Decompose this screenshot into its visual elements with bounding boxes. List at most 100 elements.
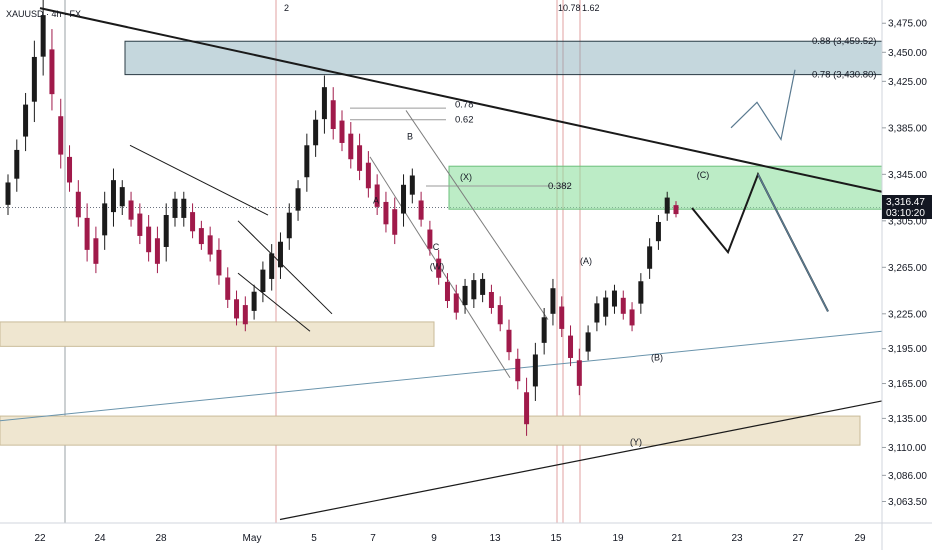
candle-up: [269, 253, 275, 279]
candle-down: [198, 228, 204, 245]
time-tick-label: 13: [489, 533, 501, 544]
fib-label: 0.62: [455, 115, 474, 126]
candle-down: [576, 360, 582, 386]
candle-down: [436, 258, 442, 278]
fib-label: 0.382: [548, 181, 572, 192]
candle-down: [49, 49, 55, 95]
big-downtrend-line: [39, 7, 883, 193]
channel-line-1: [237, 220, 333, 315]
price-tick-label: 3,475.00: [888, 19, 927, 30]
top-marker-label: 10.78: [558, 3, 581, 13]
candle-up: [532, 354, 538, 387]
candle-up: [647, 246, 653, 269]
candle-down: [93, 238, 99, 264]
small-trend-line-1: [129, 144, 269, 216]
annotations-layer: 2 10.78 1.62 A B C (W) (X) (A) (B) (C) (Y) 0.88 (3,4…: [284, 3, 876, 447]
candle-up: [23, 104, 29, 137]
wave-label: C: [433, 242, 440, 252]
candle-up: [541, 317, 547, 343]
candle-down: [515, 358, 521, 382]
time-tick-label: 27: [792, 533, 804, 544]
candle-down: [84, 217, 90, 250]
fib-zone: [124, 40, 883, 76]
candle-down: [374, 184, 380, 207]
fib-label: 0.78 (3,430.80): [812, 70, 876, 81]
bar-countdown: 03:10:20: [886, 208, 925, 219]
candle-down: [128, 200, 134, 220]
candle-up: [260, 269, 266, 293]
candle-down: [418, 200, 424, 220]
candle-down: [427, 229, 433, 249]
ascending-blue-line: [0, 330, 883, 422]
candle-up: [471, 280, 477, 300]
candle-down: [75, 191, 81, 218]
wave-label: (Y): [630, 437, 642, 447]
candle-up: [14, 149, 20, 179]
candle-up: [163, 215, 169, 247]
candle-down: [67, 156, 73, 183]
time-tick-label: 15: [550, 533, 562, 544]
candle-down: [137, 213, 143, 236]
projection-path-blue: [757, 173, 829, 312]
wave-label: A: [373, 195, 379, 205]
candle-up: [40, 15, 46, 57]
candle-up: [321, 87, 327, 120]
time-tick-label: 5: [311, 533, 317, 544]
price-tick-label: 3,265.00: [888, 263, 927, 274]
time-tick-label: 9: [431, 533, 437, 544]
time-tick-label: 24: [94, 533, 106, 544]
price-tick-label: 3,135.00: [888, 414, 927, 425]
price-tick-label: 3,195.00: [888, 344, 927, 355]
price-tick-label: 3,450.00: [888, 48, 927, 59]
top-marker-label: 2: [284, 3, 289, 13]
time-tick-label: 23: [731, 533, 743, 544]
tan-zone-upper: [0, 321, 435, 347]
candle-down: [506, 329, 512, 353]
candle-up: [611, 290, 617, 307]
candle-down: [339, 120, 345, 143]
candle-down: [559, 306, 565, 329]
candle-up: [409, 175, 415, 195]
price-tag: [882, 195, 932, 219]
candle-up: [480, 278, 486, 295]
price-tick-label: 3,225.00: [888, 309, 927, 320]
candle-up: [181, 198, 187, 218]
time-axis: 22 24 28 May 5 7 9 13 15 19 21 23 27 29: [0, 522, 932, 544]
wave-label: B: [407, 131, 413, 141]
drawing-lines-layer: [0, 7, 883, 521]
channel-line-4: [405, 110, 549, 320]
price-tick-label: 3,086.00: [888, 471, 927, 482]
candle-down: [524, 392, 530, 425]
candle-up: [5, 182, 11, 205]
candles-layer: [5, 0, 679, 436]
wave-label: (A): [580, 256, 592, 266]
wave-label: (C): [697, 170, 710, 180]
current-price-value: 3,316.47: [886, 197, 925, 208]
candle-down: [383, 201, 389, 225]
candle-up: [277, 241, 283, 268]
time-tick-label: May: [243, 533, 262, 544]
candle-down: [488, 292, 494, 308]
time-tick-label: 28: [155, 533, 167, 544]
candle-up: [594, 303, 600, 323]
candle-down: [330, 100, 336, 130]
price-tick-label: 3,385.00: [888, 123, 927, 134]
candle-down: [225, 277, 231, 300]
wave-label: (X): [460, 172, 472, 182]
candle-down: [568, 335, 574, 358]
candle-up: [102, 203, 108, 236]
wave-label: (W): [430, 262, 445, 272]
candle-down: [357, 145, 363, 171]
candle-down: [620, 297, 626, 314]
candle-down: [146, 226, 152, 253]
candle-down: [673, 205, 679, 215]
candle-up: [304, 145, 310, 178]
wave-label: (B): [651, 352, 663, 362]
candle-down: [348, 133, 354, 160]
price-tick-label: 3,425.00: [888, 77, 927, 88]
time-tick-label: 21: [671, 533, 683, 544]
candle-up: [664, 197, 670, 214]
candle-up: [31, 56, 37, 102]
candle-up: [638, 281, 644, 304]
